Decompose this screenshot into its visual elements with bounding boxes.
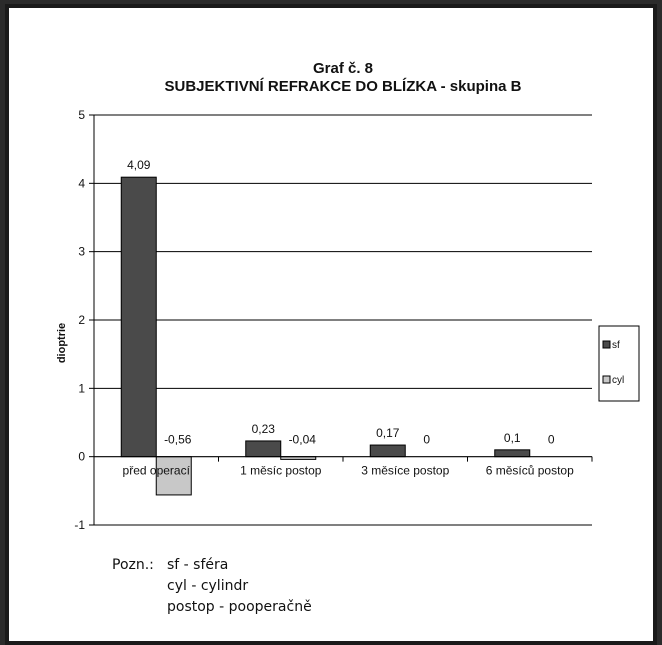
legend: sf cyl bbox=[598, 325, 640, 402]
data-label: -0,04 bbox=[289, 433, 317, 447]
note-text: cyl - cylindr bbox=[167, 578, 249, 594]
bar-sf bbox=[245, 440, 282, 458]
legend-label-cyl: cyl bbox=[612, 375, 624, 386]
x-tick-label: před operací bbox=[123, 464, 191, 478]
y-tick-label: 3 bbox=[78, 245, 85, 259]
note-line: cyl - cylindr bbox=[112, 576, 312, 597]
chart-subtitle: SUBJEKTIVNÍ REFRAKCE DO BLÍZKA - skupina… bbox=[165, 78, 522, 95]
notes: Pozn.: sf - sféra cyl - cylindr postop - … bbox=[112, 555, 312, 618]
data-label: 0,1 bbox=[504, 431, 521, 445]
y-tick-label: 4 bbox=[78, 176, 85, 190]
data-label: 0 bbox=[423, 433, 430, 447]
data-label: -0,56 bbox=[164, 433, 192, 447]
note-text: postop - pooperačně bbox=[167, 599, 312, 615]
legend-swatch-sf bbox=[602, 340, 611, 349]
y-tick-label: 1 bbox=[78, 381, 85, 395]
y-tick-label: 0 bbox=[78, 450, 85, 464]
chart-title: Graf č. 8 bbox=[313, 60, 373, 77]
data-label: 0 bbox=[548, 433, 555, 447]
bar-sf bbox=[120, 176, 157, 458]
legend-swatch-cyl bbox=[602, 375, 611, 384]
data-label: 0,23 bbox=[252, 422, 276, 436]
bar-sf bbox=[494, 449, 531, 458]
legend-box bbox=[598, 325, 640, 402]
plot-area: -1 0 1 2 3 4 5 4,09 -0,56 před operací 0,23 -0,04 1 … bbox=[74, 108, 593, 532]
legend-label-sf: sf bbox=[612, 340, 620, 351]
note-line: postop - pooperačně bbox=[112, 597, 312, 618]
chart-frame: Graf č. 8 SUBJEKTIVNÍ REFRAKCE DO BLÍZKA… bbox=[5, 4, 657, 645]
y-tick-label: 2 bbox=[78, 313, 85, 327]
x-tick-label: 6 měsíců postop bbox=[486, 464, 574, 478]
y-tick-label: 5 bbox=[78, 108, 85, 122]
notes-prefix: Pozn.: bbox=[112, 557, 154, 573]
x-tick-label: 1 měsíc postop bbox=[240, 464, 322, 478]
bar-cyl bbox=[155, 456, 192, 496]
y-axis-label: dioptrie bbox=[56, 323, 68, 363]
x-tick-label: 3 měsíce postop bbox=[361, 464, 449, 478]
bar-sf bbox=[369, 444, 406, 458]
data-label: 0,17 bbox=[376, 426, 400, 440]
data-label: 4,09 bbox=[127, 158, 151, 172]
bar-chart: Graf č. 8 SUBJEKTIVNÍ REFRAKCE DO BLÍZKA… bbox=[56, 60, 640, 532]
note-text: sf - sféra bbox=[167, 557, 229, 573]
note-line: Pozn.: sf - sféra bbox=[112, 555, 312, 576]
y-tick-label: -1 bbox=[74, 518, 85, 532]
